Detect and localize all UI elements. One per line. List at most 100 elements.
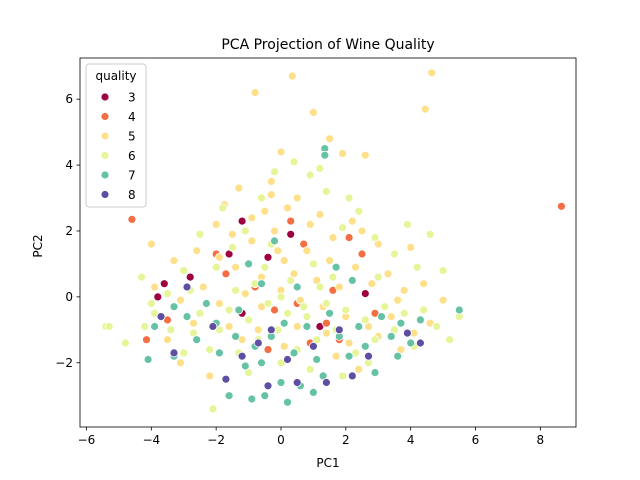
scatter-point bbox=[399, 308, 409, 318]
plot-frame bbox=[79, 57, 577, 428]
scatter-point bbox=[321, 378, 331, 387]
scatter-point bbox=[276, 378, 286, 387]
scatter-point bbox=[360, 150, 370, 160]
scatter-point bbox=[231, 331, 241, 341]
y-tick-label: 4 bbox=[65, 158, 73, 172]
scatter-point bbox=[305, 170, 315, 180]
scatter-point bbox=[445, 335, 455, 345]
scatter-point bbox=[279, 341, 289, 351]
scatter-point bbox=[263, 381, 273, 391]
scatter-point bbox=[142, 335, 151, 345]
scatter-point bbox=[257, 358, 266, 368]
scatter-point bbox=[244, 259, 254, 269]
scatter-point bbox=[386, 312, 396, 322]
scatter-point bbox=[140, 322, 150, 331]
scatter-point bbox=[286, 216, 296, 226]
scatter-point bbox=[344, 193, 354, 203]
scatter-point bbox=[143, 355, 153, 364]
scatter-point bbox=[420, 104, 430, 114]
scatter-point bbox=[315, 163, 325, 173]
scatter-point bbox=[250, 88, 260, 97]
scatter-point bbox=[419, 279, 429, 289]
scatter-point bbox=[163, 289, 172, 299]
x-axis-label: PC1 bbox=[316, 456, 339, 470]
scatter-point bbox=[393, 295, 403, 305]
scatter-point bbox=[185, 272, 195, 282]
scatter-point bbox=[227, 242, 237, 252]
y-tick-label: 6 bbox=[65, 92, 73, 106]
scatter-point bbox=[205, 345, 215, 355]
scatter-point bbox=[237, 351, 247, 361]
scatter-point bbox=[224, 391, 234, 401]
scatter-point bbox=[179, 348, 189, 358]
scatter-point bbox=[163, 335, 172, 345]
x-tick-label: −4 bbox=[142, 433, 160, 447]
scatter-point bbox=[347, 275, 357, 285]
scatter-point bbox=[360, 341, 370, 351]
y-tick-label: −2 bbox=[55, 356, 73, 370]
scatter-point bbox=[169, 256, 179, 266]
scatter-point bbox=[234, 183, 244, 193]
scatter-point bbox=[354, 364, 364, 374]
scatter-point bbox=[308, 108, 318, 117]
scatter-point bbox=[308, 259, 318, 269]
scatter-point bbox=[266, 325, 276, 335]
legend-label: 6 bbox=[128, 149, 136, 163]
scatter-point bbox=[289, 157, 299, 167]
scatter-point bbox=[231, 262, 241, 272]
scatter-point bbox=[146, 239, 156, 249]
scatter-point bbox=[370, 335, 380, 345]
scatter-point bbox=[169, 348, 179, 358]
scatter-point bbox=[279, 256, 289, 266]
scatter-point bbox=[347, 371, 357, 381]
scatter-point bbox=[305, 364, 315, 374]
scatter-point bbox=[214, 252, 224, 262]
scatter-point bbox=[320, 150, 330, 160]
scatter-point bbox=[344, 233, 354, 243]
scatter-point bbox=[315, 282, 325, 292]
scatter-point bbox=[386, 331, 396, 341]
scatter-point bbox=[415, 338, 425, 348]
scatter-point bbox=[308, 341, 318, 351]
legend-label: 3 bbox=[128, 91, 136, 105]
scatter-point bbox=[292, 193, 302, 203]
scatter-point bbox=[153, 292, 163, 302]
scatter-point bbox=[432, 322, 442, 331]
scatter-point bbox=[189, 318, 198, 328]
scatter-point bbox=[338, 223, 348, 233]
scatter-point bbox=[286, 229, 296, 239]
scatter-point bbox=[156, 312, 166, 322]
scatter-point bbox=[292, 322, 302, 331]
scatter-point bbox=[276, 147, 286, 157]
scatter-point bbox=[270, 236, 279, 246]
scatter-point bbox=[166, 325, 176, 335]
scatter-point bbox=[438, 295, 448, 305]
scatter-point bbox=[390, 249, 399, 259]
scatter-point bbox=[283, 308, 292, 318]
scatter-point bbox=[393, 351, 403, 361]
scatter-point bbox=[137, 272, 147, 282]
scatter-point bbox=[273, 246, 283, 256]
scatter-point bbox=[176, 295, 185, 305]
scatter-point bbox=[195, 308, 205, 318]
legend-box bbox=[85, 63, 147, 208]
legend-marker bbox=[100, 92, 110, 102]
x-tick-label: 8 bbox=[537, 433, 545, 447]
scatter-point bbox=[302, 312, 312, 322]
scatter-point bbox=[315, 210, 325, 219]
scatter-point bbox=[341, 305, 351, 315]
scatter-point bbox=[321, 186, 331, 196]
scatter-point bbox=[192, 246, 202, 256]
scatter-point bbox=[302, 322, 312, 331]
scatter-point bbox=[328, 233, 338, 243]
scatter-point bbox=[399, 285, 409, 295]
y-tick-label: 0 bbox=[65, 290, 73, 304]
scatter-point bbox=[283, 397, 292, 407]
scatter-point bbox=[257, 279, 266, 289]
legend-marker bbox=[100, 112, 110, 121]
scatter-point bbox=[312, 355, 322, 364]
scatter-point bbox=[104, 322, 114, 331]
legend-label: 4 bbox=[128, 110, 136, 124]
scatter-point bbox=[205, 371, 215, 381]
scatter-point bbox=[182, 282, 192, 292]
